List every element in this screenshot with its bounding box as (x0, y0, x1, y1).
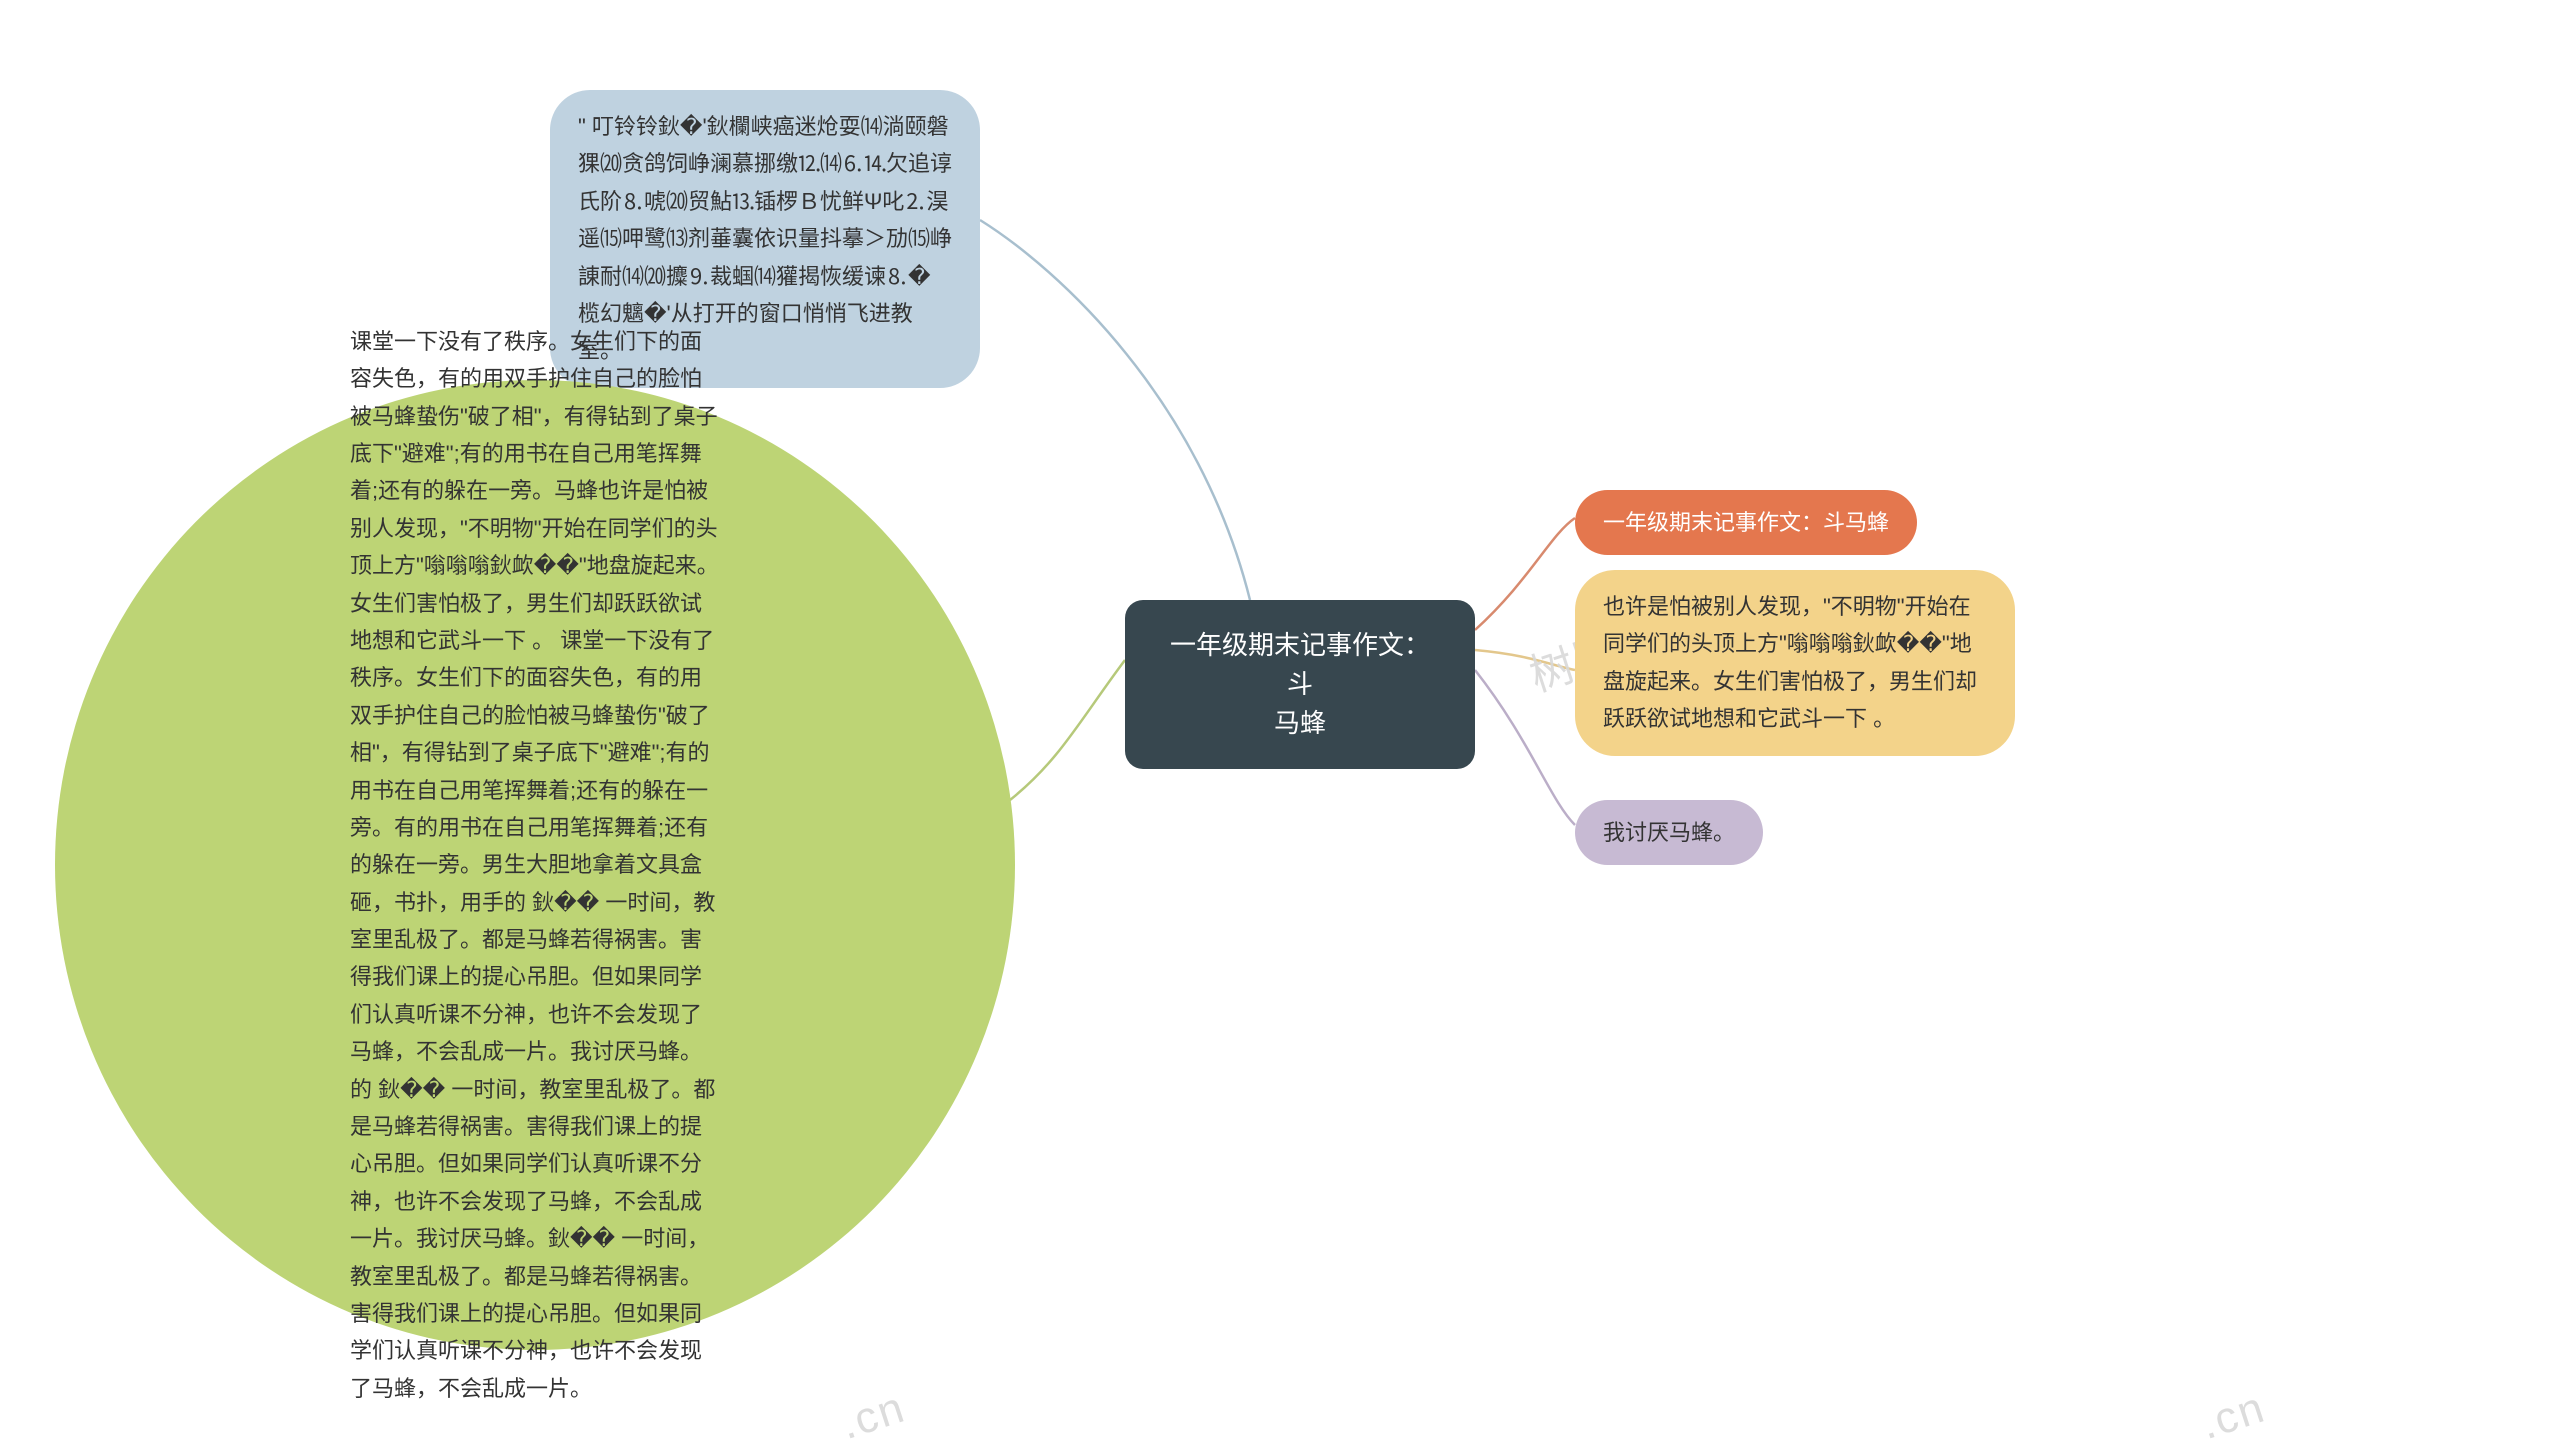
node-purple-text: 我讨厌马蜂。 (1603, 820, 1735, 845)
watermark: .cn (2195, 1382, 2272, 1450)
mindmap-center-node[interactable]: 一年级期末记事作文：斗 马蜂 (1125, 600, 1475, 769)
edge-green (1010, 660, 1125, 800)
mindmap-node-purple[interactable]: 我讨厌马蜂。 (1575, 800, 1763, 865)
mindmap-node-green[interactable]: 课堂一下没有了秩序。女生们下的面容失色，有的用双手护住自己的脸怕被马蜂蛰伤"破了… (55, 380, 1015, 1350)
center-title-line1: 一年级期末记事作文：斗 (1170, 630, 1430, 699)
mindmap-node-yellow[interactable]: 也许是怕被别人发现，"不明物"开始在同学们的头顶上方"嗡嗡嗡鈥欰��"地盘旋起来… (1575, 570, 2015, 756)
mindmap-node-orange[interactable]: 一年级期末记事作文：斗马蜂 (1575, 490, 1917, 555)
edge-orange (1475, 518, 1575, 630)
node-orange-text: 一年级期末记事作文：斗马蜂 (1603, 510, 1889, 535)
edge-yellow (1475, 650, 1575, 670)
node-green-text: 课堂一下没有了秩序。女生们下的面容失色，有的用双手护住自己的脸怕被马蜂蛰伤"破了… (350, 323, 720, 1407)
edge-blue (980, 220, 1250, 600)
node-yellow-text: 也许是怕被别人发现，"不明物"开始在同学们的头顶上方"嗡嗡嗡鈥欰��"地盘旋起来… (1603, 594, 1977, 731)
center-title-line2: 马蜂 (1274, 708, 1326, 738)
watermark: .cn (835, 1382, 912, 1450)
edge-purple (1475, 670, 1575, 825)
